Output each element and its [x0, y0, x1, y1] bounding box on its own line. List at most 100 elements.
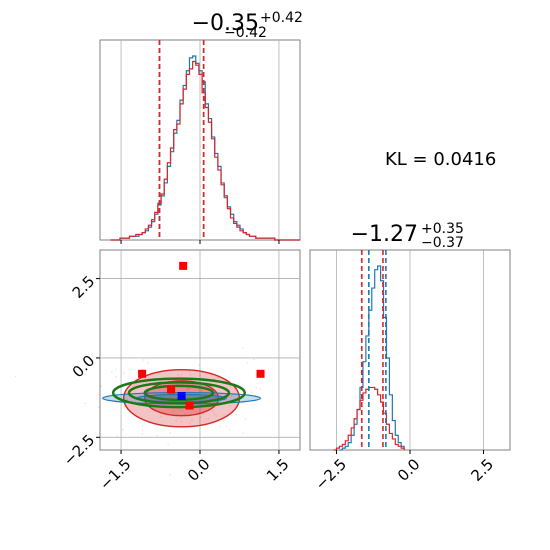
panel-contour: −2.5 0.0 2.5 −1.5 0.0 1.5: [14, 249, 314, 494]
br-hist-series-0: [339, 265, 405, 451]
hist-title-main-param0: −0.35: [192, 11, 259, 36]
bl-sample-dot: [159, 380, 161, 382]
bl-sample-dot: [164, 390, 166, 392]
bl-sample-dot: [100, 385, 102, 388]
bl-sample-dot: [111, 371, 113, 373]
bl-sample-dot: [217, 377, 219, 379]
bl-sample-dot: [253, 358, 255, 361]
bl-sample-dot: [203, 421, 205, 423]
bl-sample-dot: [218, 401, 221, 403]
bl-sample-dot: [255, 387, 257, 389]
panel-hist-param1: −2.5 0.0 2.5 −1.27 +0.35 −0.37: [309, 221, 511, 494]
bl-sample-dot: [172, 410, 174, 413]
bl-sample-dot: [159, 389, 162, 392]
bl-sample-dot: [189, 422, 191, 424]
bl-sample-dot: [189, 374, 192, 376]
bl-sample-dot: [200, 416, 202, 418]
bl-sample-dot: [130, 369, 132, 371]
red-marker-2: [256, 369, 265, 378]
bl-sample-dot: [198, 364, 200, 366]
bl-sample-dot: [188, 387, 191, 390]
bl-sample-dot: [14, 375, 17, 378]
bl-sample-dot: [97, 406, 100, 409]
bl-sample-dot: [156, 434, 159, 437]
bl-sample-dot: [126, 398, 128, 401]
bl-sample-dot: [167, 444, 169, 446]
ticks-hist-param1: −2.5 0.0 2.5: [312, 450, 497, 494]
hist-title-minus-param1: −0.37: [421, 235, 464, 251]
bl-sample-dot: [179, 417, 182, 419]
bl-sample-dot: [187, 388, 189, 390]
hist-title-plus-param1: +0.35: [421, 221, 464, 237]
red-marker-4: [185, 401, 194, 410]
kl-annotation: KL = 0.0416: [385, 149, 496, 170]
bl-sample-dot: [167, 380, 170, 382]
bl-sample-dot: [141, 429, 144, 431]
bl-sample-dot: [235, 413, 237, 416]
grid-hist-param1: [336, 250, 484, 450]
bl-ytick-label: −2.5: [60, 431, 98, 469]
bl-sample-dot: [219, 425, 221, 427]
bl-sample-dot: [246, 362, 248, 364]
bl-sample-dot: [169, 473, 171, 476]
bl-sample-dot: [225, 425, 227, 427]
bl-xtick-label: 0.0: [184, 455, 214, 485]
bl-sample-dot: [180, 421, 183, 423]
bl-sample-dot: [212, 410, 214, 413]
quantile-lines-param1: [360, 250, 387, 450]
bl-sample-dot: [201, 390, 203, 392]
quantile-lines-param0: [158, 40, 205, 240]
grid-hist-param0: [120, 40, 280, 240]
bl-sample-dot: [229, 385, 231, 388]
bl-sample-dot: [180, 410, 182, 412]
bl-sample-dot: [177, 374, 179, 376]
contour-shapes: [14, 347, 314, 476]
bl-sample-dot: [135, 383, 138, 385]
bl-sample-dot: [180, 373, 183, 376]
bl-sample-dot: [141, 433, 143, 436]
bl-xtick-label: −1.5: [96, 455, 134, 493]
bl-ytick-label: 0.0: [69, 352, 99, 382]
red-marker-3: [167, 385, 176, 394]
bl-sample-dot: [250, 391, 253, 393]
bl-sample-dot: [230, 395, 233, 398]
bl-sample-dot: [207, 418, 210, 420]
bl-sample-dot: [169, 432, 171, 434]
bl-sample-dot: [142, 359, 145, 361]
br-xtick-label: 0.0: [394, 455, 424, 485]
green-contour-1: [127, 381, 231, 405]
bl-sample-dot: [147, 362, 149, 364]
bl-sample-dot: [122, 428, 124, 431]
bl-sample-dot: [244, 418, 247, 420]
ticks-hist-param0: [120, 240, 280, 244]
grid-contour: [100, 250, 300, 450]
bl-sample-dot: [176, 417, 179, 420]
bl-sample-dot: [215, 415, 217, 417]
green-contour-0: [111, 377, 246, 409]
bl-xtick-label: 1.5: [263, 455, 293, 485]
bl-sample-dot: [213, 378, 216, 380]
bl-sample-dot: [228, 429, 231, 432]
bl-sample-dot: [186, 388, 188, 390]
bl-sample-dot: [223, 413, 225, 416]
blue-marker-0: [177, 392, 186, 401]
bl-sample-dot: [213, 413, 216, 416]
red-marker-1: [138, 369, 147, 378]
br-xtick-label: −2.5: [312, 455, 350, 493]
bl-sample-dot: [160, 415, 162, 417]
bl-sample-dot: [200, 389, 203, 392]
bl-sample-dot: [222, 420, 225, 423]
bl-sample-dot: [149, 418, 152, 420]
bl-sample-dot: [134, 391, 136, 393]
bl-sample-dot: [115, 376, 117, 378]
bl-sample-dot: [123, 372, 125, 374]
bl-sample-dot: [205, 419, 207, 421]
hist-title-main-param1: −1.27: [351, 222, 418, 247]
bl-sample-dot: [189, 370, 191, 373]
bl-sample-dot: [115, 368, 117, 371]
bl-sample-dot: [170, 396, 172, 398]
bl-sample-dot: [133, 384, 136, 387]
contour-points: [138, 261, 265, 410]
bl-sample-dot: [242, 347, 245, 349]
